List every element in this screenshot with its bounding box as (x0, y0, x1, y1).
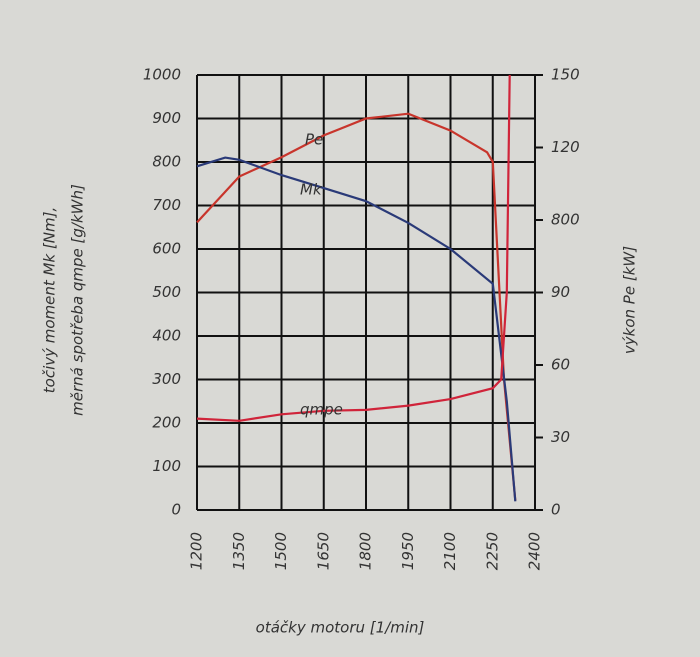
y-tick-label: 100 (152, 457, 181, 475)
y2-axis-label: výkon Pe [kW] (621, 246, 639, 354)
y2-tick-label: 120 (551, 138, 580, 156)
y-tick-label: 800 (152, 153, 181, 171)
y-axis-label: točivý moment Mk [Nm], (41, 207, 59, 393)
x-axis-label: otáčky motoru [1/min] (256, 619, 425, 637)
y-tick-label: 1000 (143, 66, 181, 84)
series-line (196, 74, 511, 422)
y-tick-label: 0 (171, 501, 181, 519)
y-tick-label: 400 (152, 327, 181, 345)
y2-tick-label: 90 (551, 283, 570, 301)
y-tick-label: 300 (152, 370, 181, 388)
x-tick-label: 1200 (188, 532, 206, 570)
x-tick-label: 1650 (314, 532, 332, 570)
y-axis-label: měrná spotřeba qmpe [g/kWh] (69, 184, 87, 416)
series-label: Pe (305, 131, 323, 149)
series-line (196, 112, 517, 501)
y2-tick-label: 0 (551, 501, 561, 519)
y-tick-label: 600 (152, 240, 181, 258)
y-tick-label: 200 (152, 414, 181, 432)
y2-tick-label: 150 (551, 66, 580, 84)
y2-tick-label: 60 (551, 356, 570, 374)
y2-tick-label: 30 (551, 428, 570, 446)
series-label: Mk (300, 181, 323, 199)
x-tick-label: 1500 (272, 532, 290, 570)
series-label: qmpe (300, 401, 343, 419)
x-tick-label: 2400 (526, 532, 544, 570)
series-line (196, 156, 517, 502)
y-tick-label: 900 (152, 109, 181, 127)
x-tick-label: 2100 (441, 532, 459, 570)
x-tick-label: 1800 (357, 532, 375, 570)
x-tick-label: 1350 (230, 532, 248, 570)
y-tick-label: 700 (152, 196, 181, 214)
y2-tick-label: 800 (551, 211, 580, 229)
x-tick-label: 1950 (399, 532, 417, 570)
y-tick-label: 500 (152, 283, 181, 301)
x-tick-label: 2250 (483, 532, 501, 570)
